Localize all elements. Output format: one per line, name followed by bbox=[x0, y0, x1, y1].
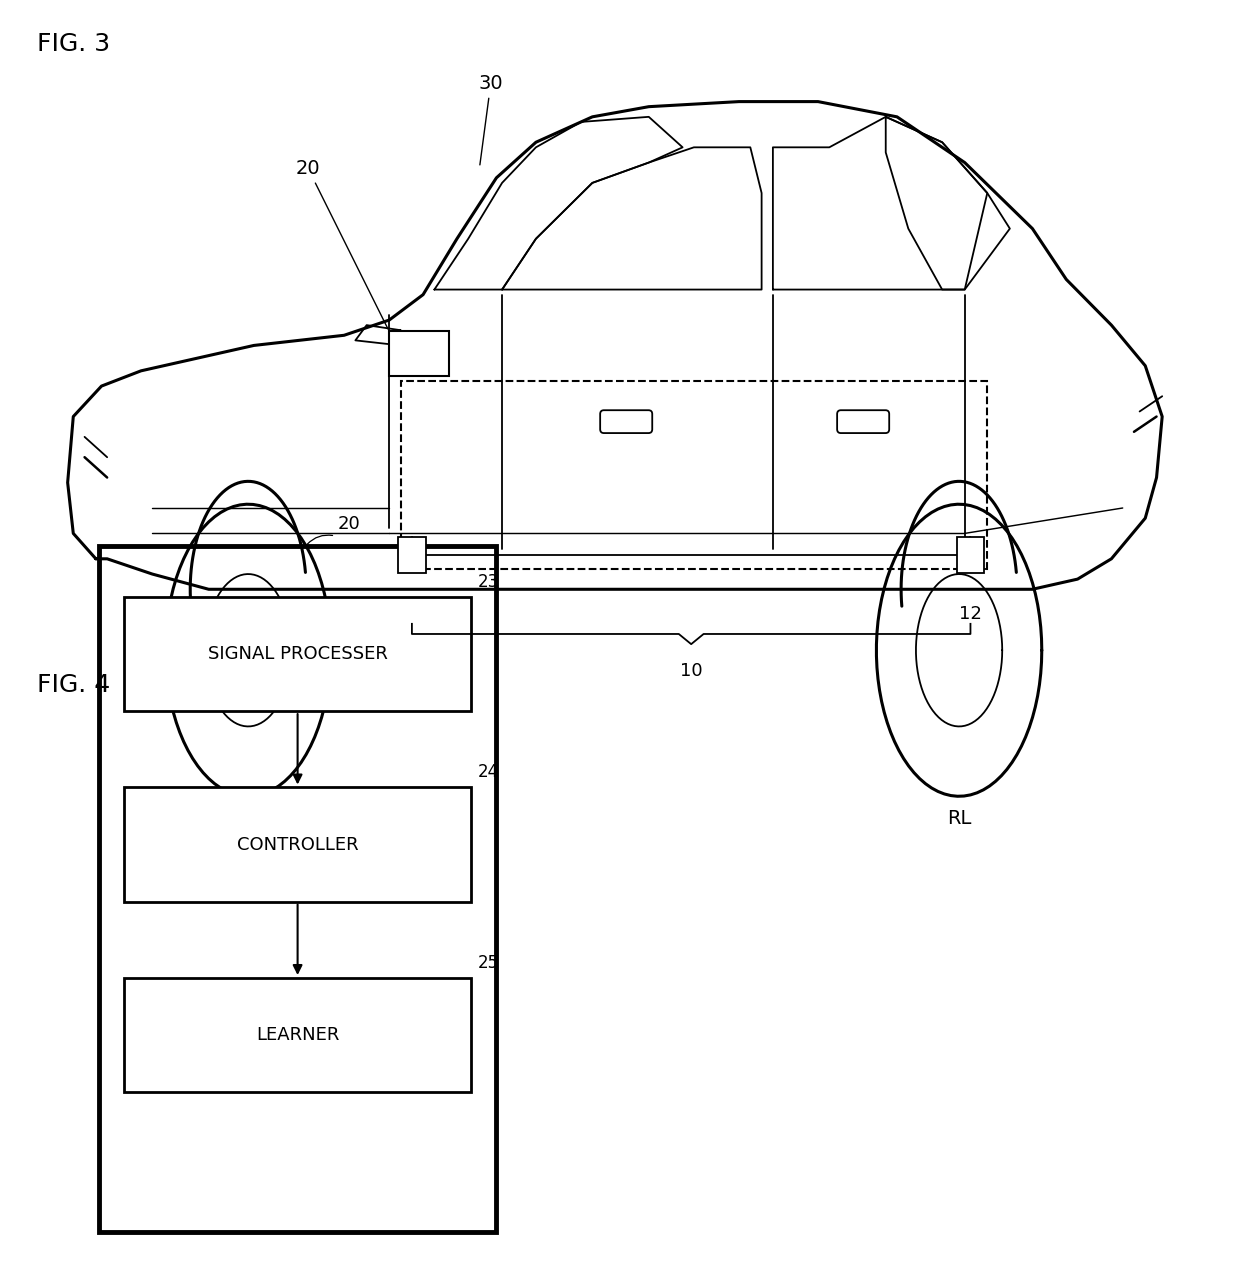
Text: FL: FL bbox=[237, 809, 259, 828]
Bar bbox=[124, 978, 471, 1092]
Text: 11: 11 bbox=[401, 605, 423, 622]
Text: 25: 25 bbox=[477, 954, 498, 972]
Text: 20: 20 bbox=[295, 159, 388, 329]
Bar bbox=[398, 537, 425, 573]
Bar bbox=[124, 787, 471, 902]
Text: 24: 24 bbox=[477, 763, 498, 781]
Bar bbox=[957, 537, 985, 573]
Bar bbox=[401, 381, 987, 569]
Text: 12: 12 bbox=[959, 605, 982, 622]
Text: SIGNAL PROCESSER: SIGNAL PROCESSER bbox=[207, 645, 388, 663]
Text: CONTROLLER: CONTROLLER bbox=[237, 836, 358, 853]
FancyBboxPatch shape bbox=[600, 410, 652, 433]
Text: LEARNER: LEARNER bbox=[255, 1026, 340, 1044]
Text: 23: 23 bbox=[477, 573, 498, 591]
Text: 10: 10 bbox=[680, 662, 703, 679]
Bar bbox=[389, 331, 449, 376]
Text: FIG. 4: FIG. 4 bbox=[37, 673, 110, 697]
Text: RL: RL bbox=[947, 809, 971, 828]
FancyBboxPatch shape bbox=[837, 410, 889, 433]
Text: 30: 30 bbox=[479, 74, 503, 165]
Text: 20: 20 bbox=[337, 516, 360, 533]
Bar bbox=[124, 597, 471, 711]
Text: FIG. 3: FIG. 3 bbox=[37, 32, 110, 56]
Bar bbox=[99, 546, 496, 1232]
